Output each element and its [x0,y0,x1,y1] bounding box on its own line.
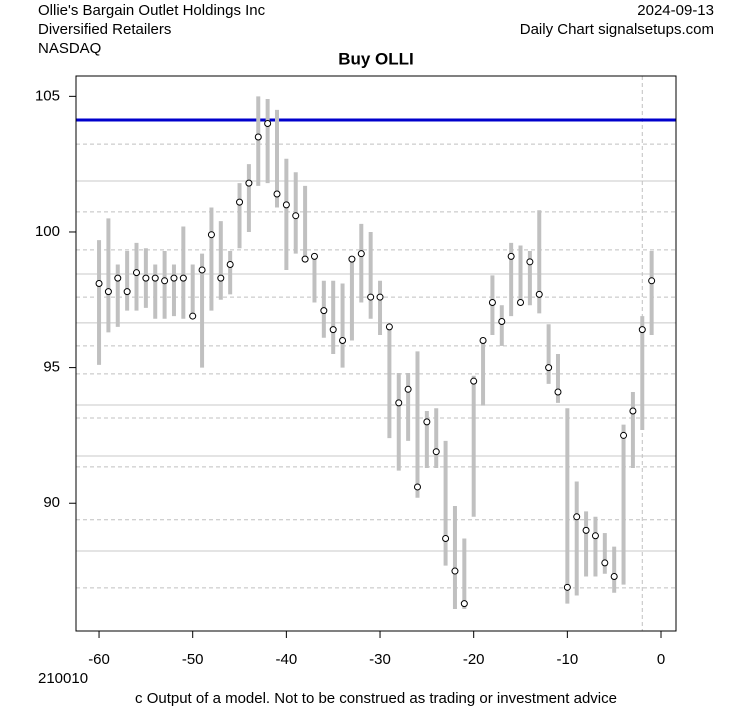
close-point [264,119,272,127]
x-tick-label: -30 [369,651,391,668]
x-tick-label: -40 [276,651,298,668]
close-point [151,274,159,282]
code: 210010 [38,670,88,687]
close-point [179,274,187,282]
x-tick-label: -50 [182,651,204,668]
close-point [198,266,206,274]
sector: Diversified Retailers [38,21,171,38]
footer: c Output of a model. Not to be construed… [135,690,617,707]
close-point [189,312,197,320]
date: 2024-09-13 [637,2,714,19]
exchange: NASDAQ [38,40,101,57]
close-point [170,274,178,282]
y-tick-label: 105 [35,87,60,104]
close-point [648,277,656,285]
close-point [310,252,318,260]
x-tick-label: -20 [463,651,485,668]
close-point [367,293,375,301]
close-point [376,293,384,301]
x-tick-label: -60 [88,651,110,668]
close-point [329,326,337,334]
source: Daily Chart signalsetups.com [520,21,714,38]
x-tick-label: 0 [657,651,665,668]
close-point [339,336,347,344]
close-point [610,572,618,580]
close-point [236,198,244,206]
y-tick-label: 95 [43,359,60,376]
close-point [432,448,440,456]
close-point [254,133,262,141]
close-point [133,269,141,277]
x-tick-label: -10 [557,651,579,668]
close-point [620,431,628,439]
close-point [142,274,150,282]
close-point [282,201,290,209]
close-point [245,179,253,187]
close-point [545,364,553,372]
close-point [404,385,412,393]
y-tick-label: 100 [35,223,60,240]
close-point [104,288,112,296]
plot-frame [75,75,677,632]
close-point [629,407,637,415]
close-point [563,583,571,591]
close-point [95,280,103,288]
close-point [517,299,525,307]
chart-title: Buy OLLI [338,49,414,68]
close-point [413,483,421,491]
close-point [479,336,487,344]
close-point [273,190,281,198]
close-point [395,399,403,407]
close-point [301,255,309,263]
close-point [442,535,450,542]
close-point [526,258,534,266]
close-point [161,277,169,285]
close-point [488,299,496,307]
close-point [460,600,468,608]
close-point [217,274,225,282]
close-point [601,559,609,567]
close-point [638,326,646,334]
close-point [207,231,215,239]
close-point [114,274,122,282]
close-point [507,252,515,260]
close-point [470,377,478,385]
close-point [423,418,431,426]
company: Ollie's Bargain Outlet Holdings Inc [38,2,266,19]
close-point [573,513,581,521]
close-point [554,388,562,396]
close-point [348,255,356,263]
close-point [498,317,506,325]
close-point [357,250,365,258]
close-point [451,567,459,575]
close-point [320,307,328,315]
close-point [535,290,543,298]
close-point [582,526,590,534]
close-point [385,323,393,331]
y-tick-label: 90 [43,494,60,511]
close-point [226,261,234,269]
close-point [123,288,131,296]
close-point [292,212,300,220]
close-point [591,532,599,540]
